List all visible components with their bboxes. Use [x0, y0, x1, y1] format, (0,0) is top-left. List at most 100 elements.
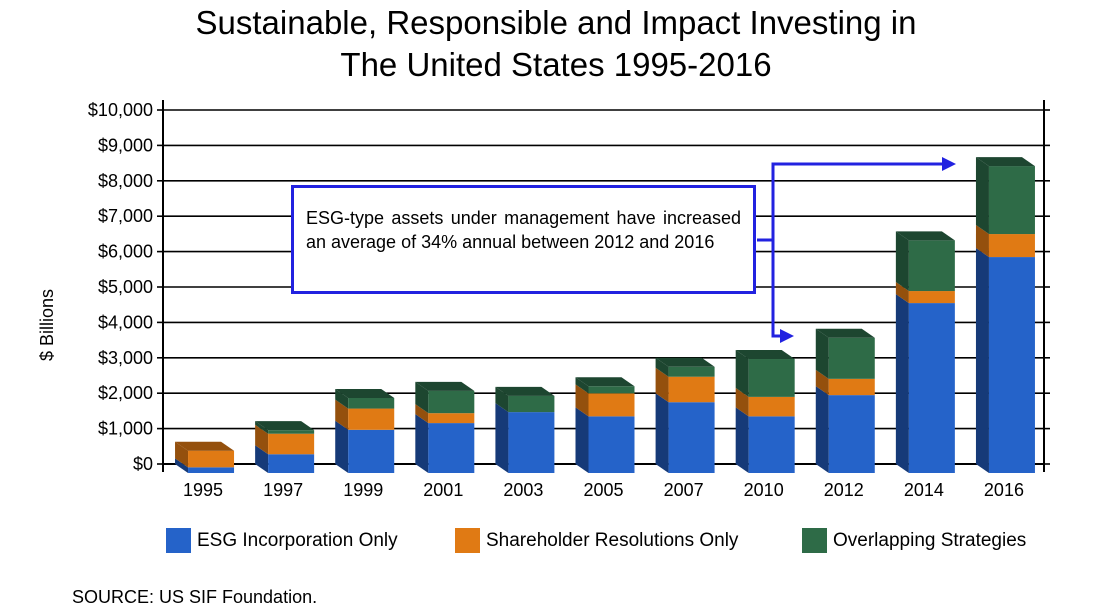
bar-esg-2005	[588, 416, 635, 473]
y-axis-label: $ Billions	[37, 289, 57, 361]
x-tick-label: 2001	[423, 480, 463, 500]
bar-esg-1995	[188, 467, 235, 473]
bar-side-shareholder-1997	[255, 424, 269, 455]
arrowhead-2012	[780, 329, 794, 343]
bar-top-2005	[575, 377, 635, 387]
bar-esg-2001	[428, 423, 475, 473]
y-tick-label: $1,000	[98, 419, 153, 439]
bar-top-2001	[415, 381, 475, 391]
bar-overlap-1997	[268, 430, 315, 434]
bar-side-esg-2001	[415, 414, 429, 473]
bar-esg-2014	[908, 303, 955, 473]
y-tick-label: $0	[133, 454, 153, 474]
bar-overlap-2010	[748, 359, 795, 397]
bar-overlap-2014	[908, 240, 955, 292]
bar-top-1999	[335, 388, 395, 398]
bar-overlap-1999	[348, 397, 395, 409]
legend-label-esg: ESG Incorporation Only	[197, 529, 398, 551]
x-tick-label: 1995	[183, 480, 223, 500]
legend-item-overlap: Overlapping Strategies	[802, 528, 1026, 553]
bar-esg-1997	[268, 454, 315, 473]
bar-shareholder-2007	[668, 376, 715, 403]
bar-side-esg-1997	[255, 445, 269, 473]
x-tick-label: 2007	[664, 480, 704, 500]
bar-top-2007	[655, 357, 715, 367]
bar-side-esg-2003	[495, 403, 509, 473]
y-tick-label: $7,000	[98, 206, 153, 226]
bar-side-esg-2014	[895, 294, 909, 473]
bar-side-overlap-2003	[495, 386, 509, 413]
x-tick-label: 2010	[744, 480, 784, 500]
bar-side-shareholder-2007	[655, 367, 669, 403]
legend-swatch-esg	[166, 528, 191, 553]
bar-esg-2016	[988, 257, 1035, 473]
bar-side-shareholder-2014	[895, 282, 909, 304]
bar-top-1997	[255, 421, 315, 431]
bar-side-esg-1995	[175, 458, 189, 473]
bar-side-overlap-1999	[335, 388, 349, 409]
chart-title: Sustainable, Responsible and Impact Inve…	[0, 2, 1112, 86]
bar-shareholder-2016	[988, 234, 1035, 258]
bar-side-shareholder-2010	[735, 387, 749, 417]
legend-label-overlap: Overlapping Strategies	[833, 529, 1027, 551]
legend-item-esg: ESG Incorporation Only	[166, 528, 398, 553]
chart-title-line-2: The United States 1995-2016	[340, 46, 772, 83]
bar-shareholder-2012	[828, 378, 875, 396]
bar-shareholder-1999	[348, 408, 395, 430]
bar-shareholder-2010	[748, 396, 795, 417]
bar-side-overlap-2016	[975, 157, 989, 235]
bar-esg-2012	[828, 395, 875, 473]
bar-overlap-2007	[668, 366, 715, 377]
bar-overlap-2012	[828, 337, 875, 379]
bar-esg-2007	[668, 402, 715, 473]
bar-shareholder-1995	[188, 450, 235, 468]
bar-side-overlap-2010	[735, 350, 749, 397]
bar-shareholder-2001	[428, 413, 475, 424]
y-tick-label: $4,000	[98, 312, 153, 332]
y-tick-label: $10,000	[88, 100, 153, 120]
bar-top-2003	[495, 386, 555, 396]
bar-side-overlap-2007	[655, 357, 669, 377]
bar-side-esg-2012	[815, 386, 829, 473]
y-tick-label: $9,000	[98, 135, 153, 155]
bar-side-shareholder-2012	[815, 369, 829, 396]
legend-label-shareholder: Shareholder Resolutions Only	[486, 529, 739, 551]
legend-swatch-shareholder	[455, 528, 480, 553]
bar-side-overlap-2012	[815, 328, 829, 379]
legend-item-shareholder: Shareholder Resolutions Only	[455, 528, 738, 553]
bar-overlap-2003	[508, 395, 555, 413]
source-note: SOURCE: US SIF Foundation.	[72, 587, 318, 607]
bar-side-esg-2016	[975, 248, 989, 473]
annotation-callout: ESG-type assets under management have in…	[291, 185, 756, 294]
y-tick-label: $8,000	[98, 171, 153, 191]
x-tick-label: 2016	[984, 480, 1024, 500]
bar-top-1995	[175, 441, 235, 451]
x-tick-label: 2012	[824, 480, 864, 500]
bar-side-shareholder-2005	[575, 384, 589, 417]
bar-side-esg-2005	[575, 407, 589, 473]
bar-top-2012	[815, 328, 875, 338]
bar-shareholder-1997	[268, 433, 315, 455]
bar-side-shareholder-2001	[415, 404, 429, 424]
x-tick-label: 2005	[583, 480, 623, 500]
x-tick-label: 1997	[263, 480, 303, 500]
bar-side-overlap-2014	[895, 231, 909, 292]
y-tick-label: $6,000	[98, 242, 153, 262]
x-tick-label: 1999	[343, 480, 383, 500]
bar-overlap-2016	[988, 166, 1035, 235]
bar-top-2016	[975, 157, 1035, 167]
bar-side-esg-2010	[735, 407, 749, 473]
bar-side-shareholder-1999	[335, 399, 349, 430]
bar-top-2014	[895, 231, 955, 241]
bar-side-overlap-1997	[255, 421, 269, 434]
chart-title-line-1: Sustainable, Responsible and Impact Inve…	[195, 4, 917, 41]
bar-side-overlap-2005	[575, 377, 589, 394]
bar-shareholder-2005	[588, 393, 635, 417]
y-tick-label: $2,000	[98, 383, 153, 403]
arrow-to-2016	[771, 162, 943, 240]
y-tick-label: $5,000	[98, 277, 153, 297]
arrow-to-2012	[771, 240, 780, 338]
x-tick-label: 2014	[904, 480, 944, 500]
bar-side-overlap-2001	[415, 381, 429, 414]
bar-side-shareholder-1995	[175, 441, 189, 468]
